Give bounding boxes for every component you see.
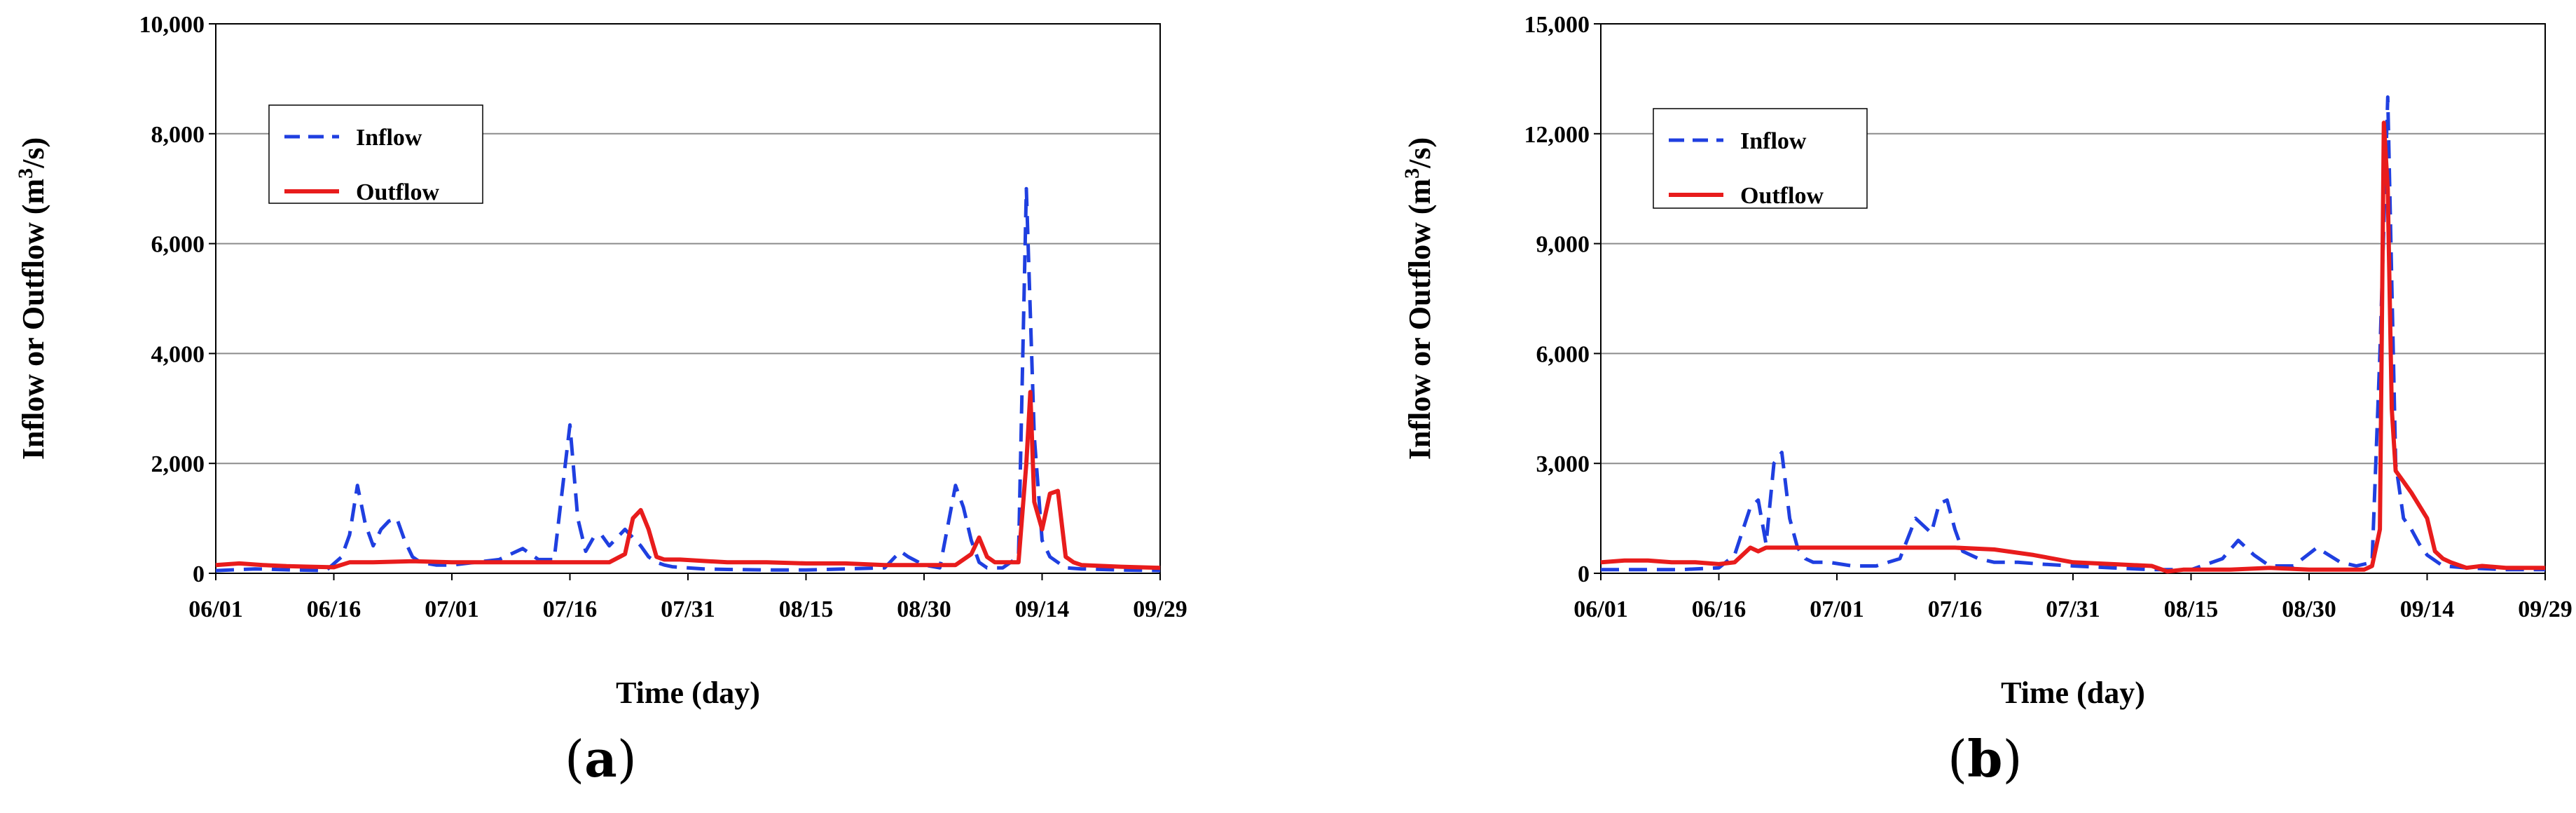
panel-caption-a-letter: a <box>584 729 617 788</box>
plot-area-frame <box>215 23 1161 574</box>
y-tick-label: 6,000 <box>151 232 205 258</box>
y-tick-label: 12,000 <box>1524 122 1590 148</box>
x-tick-label: 08/30 <box>897 596 951 622</box>
y-tick-label: 6,000 <box>1536 341 1590 367</box>
x-tick-label: 08/30 <box>2282 596 2336 622</box>
y-axis-title: Inflow or Outflow (m3/s) <box>1400 137 1437 460</box>
x-tick-label: 07/01 <box>1810 596 1864 622</box>
series-line-inflow <box>215 186 1161 573</box>
x-axis-title: Time (day) <box>2001 676 2145 710</box>
chart-panel-b: 0 3,000 6,000 9,000 12,000 15,000 06/01 06/16 07… <box>1288 0 2576 813</box>
legend-label-outflow: Outflow <box>356 179 439 205</box>
y-tick-label: 9,000 <box>1536 232 1590 258</box>
x-tick-label: 08/15 <box>2164 596 2218 622</box>
chart-panel-a: 0 2,000 4,000 6,000 8,000 10,000 06/01 06/16 07/… <box>14 12 1187 788</box>
chart-a: 0 2,000 4,000 6,000 8,000 10,000 06/01 06/16 07/… <box>14 12 1187 710</box>
y-tick-label: 15,000 <box>1524 12 1590 38</box>
panel-caption-a: (a) <box>565 729 637 788</box>
plot-area-frame <box>1600 23 2546 574</box>
x-tick-label: 07/16 <box>1928 596 1982 622</box>
y-axis-title: Inflow or Outflow (m3/s) <box>14 137 50 460</box>
y-tick-label: 3,000 <box>1536 451 1590 477</box>
x-tick-label: 06/16 <box>307 596 361 622</box>
x-tick-label: 06/01 <box>188 596 242 622</box>
legend-box <box>1653 108 1868 209</box>
y-tick-label: 0 <box>193 561 205 587</box>
x-tick-label: 07/31 <box>661 596 715 622</box>
series-line-outflow <box>1600 121 2545 574</box>
x-tick-label: 06/01 <box>1573 596 1627 622</box>
x-tick-label: 07/31 <box>2046 596 2100 622</box>
panel-caption-b: (b) <box>1948 729 2023 788</box>
legend-box <box>268 104 483 204</box>
y-tick-label: 0 <box>1578 561 1590 587</box>
x-tick-label: 09/29 <box>1133 596 1187 622</box>
x-tick-label: 07/01 <box>425 596 478 622</box>
series-line-outflow <box>215 390 1161 571</box>
x-tick-label: 09/29 <box>2518 596 2572 622</box>
y-tick-label: 2,000 <box>151 451 205 477</box>
chart-b: 0 3,000 6,000 9,000 12,000 15,000 06/01 06/16 07… <box>1400 12 2572 710</box>
y-tick-label: 4,000 <box>151 341 205 367</box>
panel-caption-b-letter: b <box>1967 729 2003 788</box>
x-tick-label: 09/14 <box>1015 596 1069 622</box>
y-tick-label: 8,000 <box>151 122 205 148</box>
legend-label-inflow: Inflow <box>356 125 422 151</box>
x-tick-label: 08/15 <box>779 596 833 622</box>
x-axis-title: Time (day) <box>616 676 760 710</box>
legend-label-inflow: Inflow <box>1740 128 1807 154</box>
x-tick-label: 07/16 <box>543 596 597 622</box>
legend-label-outflow: Outflow <box>1740 183 1824 209</box>
x-tick-label: 09/14 <box>2400 596 2454 622</box>
x-tick-label: 06/16 <box>1692 596 1746 622</box>
y-tick-label: 10,000 <box>139 12 205 38</box>
